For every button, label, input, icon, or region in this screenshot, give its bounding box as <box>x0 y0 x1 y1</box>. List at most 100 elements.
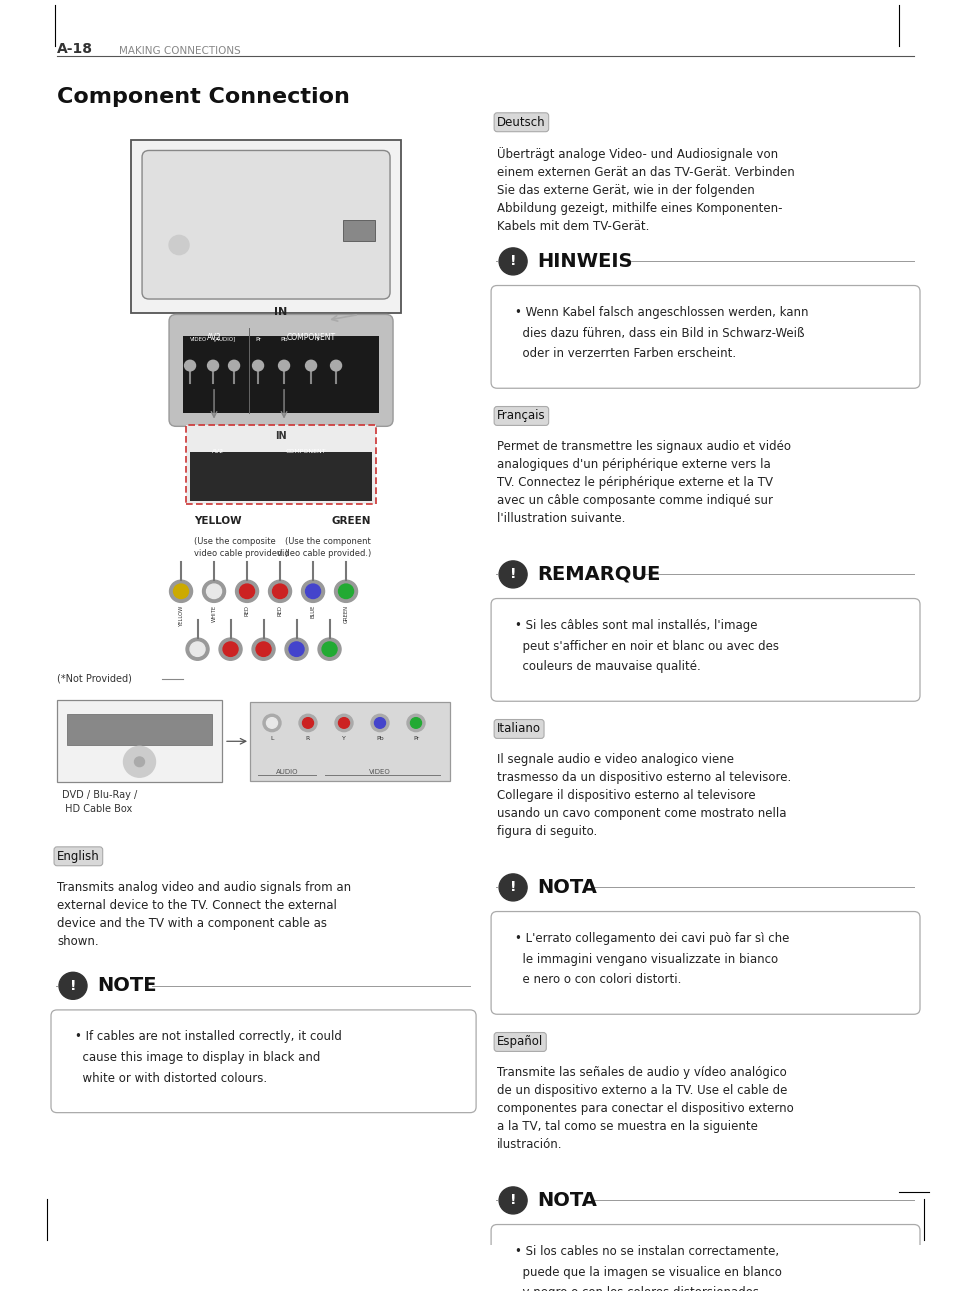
Bar <box>186 425 375 505</box>
Text: REMARQUE: REMARQUE <box>537 565 659 584</box>
Circle shape <box>375 718 385 728</box>
FancyBboxPatch shape <box>491 285 919 389</box>
Circle shape <box>208 360 218 371</box>
Circle shape <box>407 714 424 732</box>
Circle shape <box>298 714 316 732</box>
FancyBboxPatch shape <box>491 911 919 1015</box>
Circle shape <box>410 718 421 728</box>
Text: MAKING CONNECTIONS: MAKING CONNECTIONS <box>119 46 240 56</box>
Text: COMPONENT: COMPONENT <box>286 333 335 342</box>
Circle shape <box>335 580 357 603</box>
Text: English: English <box>57 849 100 862</box>
Text: dies dazu führen, dass ein Bild in Schwarz-Weiß: dies dazu führen, dass ein Bild in Schwa… <box>515 327 803 340</box>
Text: (*Not Provided): (*Not Provided) <box>57 674 132 683</box>
Circle shape <box>169 235 189 254</box>
FancyBboxPatch shape <box>491 1225 919 1291</box>
Text: Deutsch: Deutsch <box>497 116 545 129</box>
Text: Pb: Pb <box>280 337 288 342</box>
Text: AUDIO: AUDIO <box>275 769 298 775</box>
Circle shape <box>263 714 281 732</box>
Bar <box>131 139 400 314</box>
Circle shape <box>173 584 189 599</box>
Text: • If cables are not installed correctly, it could: • If cables are not installed correctly,… <box>75 1030 341 1043</box>
Circle shape <box>273 584 287 599</box>
Text: • Wenn Kabel falsch angeschlossen werden, kann: • Wenn Kabel falsch angeschlossen werden… <box>515 306 808 319</box>
Text: NOTE: NOTE <box>97 976 156 995</box>
Text: Transmits analog video and audio signals from an
external device to the TV. Conn: Transmits analog video and audio signals… <box>57 880 351 948</box>
Circle shape <box>322 642 336 656</box>
FancyBboxPatch shape <box>142 151 390 300</box>
Circle shape <box>289 642 304 656</box>
FancyBboxPatch shape <box>491 599 919 701</box>
Text: Pb: Pb <box>375 736 383 741</box>
Text: !: ! <box>509 880 516 895</box>
Circle shape <box>268 580 292 603</box>
Bar <box>190 452 372 501</box>
Circle shape <box>338 718 349 728</box>
Text: • L'errato collegamento dei cavi può far sì che: • L'errato collegamento dei cavi può far… <box>515 932 789 945</box>
Circle shape <box>305 360 316 371</box>
Circle shape <box>190 642 205 656</box>
Circle shape <box>305 584 320 599</box>
Circle shape <box>123 746 155 777</box>
Text: VIDEO: VIDEO <box>190 337 207 342</box>
Text: R: R <box>306 736 310 741</box>
Text: Component Connection: Component Connection <box>57 86 350 107</box>
Text: YELLOW: YELLOW <box>193 516 241 525</box>
Bar <box>183 336 378 413</box>
Circle shape <box>498 560 527 587</box>
Circle shape <box>302 718 314 728</box>
Text: puede que la imagen se visualice en blanco: puede que la imagen se visualice en blan… <box>515 1265 781 1278</box>
Text: e nero o con colori distorti.: e nero o con colori distorti. <box>515 973 680 986</box>
Bar <box>250 702 450 781</box>
Circle shape <box>285 638 308 660</box>
Text: WHITE: WHITE <box>212 604 216 622</box>
Bar <box>67 714 212 745</box>
Text: white or with distorted colours.: white or with distorted colours. <box>75 1072 267 1084</box>
Text: Überträgt analoge Video- und Audiosignale von
einem externen Gerät an das TV-Ger: Überträgt analoge Video- und Audiosignal… <box>497 147 794 232</box>
Circle shape <box>498 248 527 275</box>
Text: Italiano: Italiano <box>497 723 540 736</box>
Circle shape <box>186 638 209 660</box>
Text: GREEN: GREEN <box>332 516 371 525</box>
Circle shape <box>219 638 242 660</box>
Circle shape <box>330 360 341 371</box>
Circle shape <box>371 714 389 732</box>
Text: NOTA: NOTA <box>537 1190 597 1210</box>
Text: • Si los cables no se instalan correctamente,: • Si los cables no se instalan correctam… <box>515 1245 779 1257</box>
Text: GREEN: GREEN <box>343 604 348 622</box>
Text: A-18: A-18 <box>57 41 92 56</box>
Circle shape <box>202 580 225 603</box>
FancyBboxPatch shape <box>51 1010 476 1113</box>
Text: Il segnale audio e video analogico viene
trasmesso da un dispositivo esterno al : Il segnale audio e video analogico viene… <box>497 754 790 838</box>
Circle shape <box>229 360 239 371</box>
Text: Pr: Pr <box>413 736 418 741</box>
Circle shape <box>498 874 527 901</box>
Text: Español: Español <box>497 1035 543 1048</box>
Text: • Si les câbles sont mal installés, l'image: • Si les câbles sont mal installés, l'im… <box>515 618 757 631</box>
Text: Permet de transmettre les signaux audio et vidéo
analogiques d'un périphérique e: Permet de transmettre les signaux audio … <box>497 440 790 525</box>
Text: couleurs de mauvaise qualité.: couleurs de mauvaise qualité. <box>515 660 700 673</box>
Text: YELLOW: YELLOW <box>178 604 183 626</box>
Text: !: ! <box>70 979 76 993</box>
Text: !: ! <box>509 1193 516 1207</box>
FancyBboxPatch shape <box>169 315 393 426</box>
Circle shape <box>338 584 354 599</box>
Circle shape <box>134 757 144 767</box>
Text: Y: Y <box>315 337 319 342</box>
Circle shape <box>170 580 193 603</box>
Text: y negro o con los colores distorsionados.: y negro o con los colores distorsionados… <box>515 1286 762 1291</box>
Circle shape <box>335 714 353 732</box>
Text: cause this image to display in black and: cause this image to display in black and <box>75 1051 320 1064</box>
Text: AV2: AV2 <box>207 333 221 342</box>
Circle shape <box>255 642 271 656</box>
Circle shape <box>252 638 274 660</box>
Text: AV2: AV2 <box>212 448 224 453</box>
Circle shape <box>253 360 263 371</box>
Circle shape <box>498 1186 527 1214</box>
Circle shape <box>266 718 277 728</box>
Circle shape <box>59 972 87 999</box>
Text: COMPONENT: COMPONENT <box>286 448 326 453</box>
Bar <box>343 219 375 241</box>
Text: Y: Y <box>342 736 346 741</box>
